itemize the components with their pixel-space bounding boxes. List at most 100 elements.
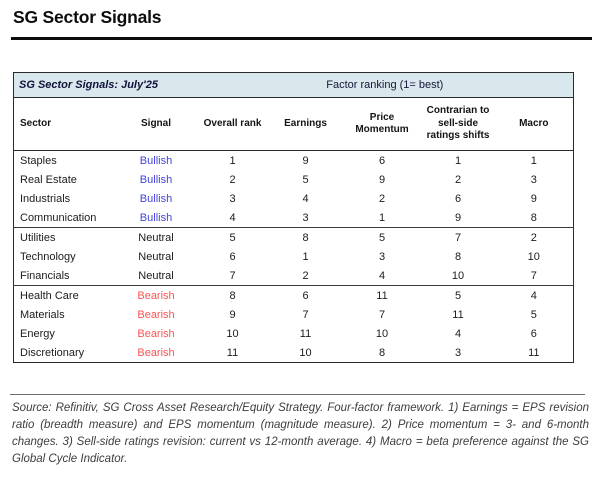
price-momentum-rank-value: 7 xyxy=(378,308,386,321)
page-title: SG Sector Signals xyxy=(13,7,162,27)
column-header-macro: Macro xyxy=(494,97,574,151)
contrarian-rank-value: 4 xyxy=(454,327,462,340)
signal-label: Bullish xyxy=(139,173,173,186)
contrarian-rank-value: 11 xyxy=(452,308,464,321)
contrarian-rank-value: 1 xyxy=(454,154,462,167)
column-header-signal: Signal xyxy=(115,97,197,151)
overall-rank-value: 3 xyxy=(229,192,236,205)
footnote-divider xyxy=(10,394,585,395)
table-row: Materials Bearish 9 7 7 11 5 xyxy=(14,305,574,324)
table-row: Energy Bearish 10 11 10 4 6 xyxy=(14,324,574,343)
macro-rank-value: 10 xyxy=(527,250,540,263)
earnings-rank-value: 8 xyxy=(302,231,309,244)
price-momentum-rank-value: 5 xyxy=(378,231,386,244)
signal-label: Bullish xyxy=(139,154,173,167)
price-momentum-rank-value: 4 xyxy=(342,266,422,286)
signal-label: Neutral xyxy=(138,250,174,263)
earnings-rank-value: 6 xyxy=(302,289,309,302)
factor-ranking-note: Factor ranking (1= best) xyxy=(196,72,574,98)
macro-rank-value: 8 xyxy=(494,208,574,228)
earnings-rank-value: 1 xyxy=(302,250,309,263)
macro-rank-value: 3 xyxy=(530,173,537,186)
column-header-overall-rank: Overall rank xyxy=(196,97,269,151)
source-footnote: Source: Refinitiv, SG Cross Asset Resear… xyxy=(12,402,589,465)
macro-rank-value: 2 xyxy=(530,231,537,244)
table-row: Utilities Neutral 5 8 5 7 2 xyxy=(14,228,574,248)
signal-label: Neutral xyxy=(138,231,174,244)
signal-label: Bullish xyxy=(139,192,173,205)
macro-rank-value: 6 xyxy=(530,327,537,340)
macro-rank-value: 9 xyxy=(530,192,537,205)
sector-name: Health Care xyxy=(20,289,79,302)
sector-name: Technology xyxy=(20,250,76,263)
price-momentum-rank-value: 1 xyxy=(342,208,422,228)
sector-signals-table: SG Sector Signals: July'25 Factor rankin… xyxy=(13,72,575,363)
table-row: Communication Bullish 4 3 1 9 8 xyxy=(13,208,574,228)
table-row: Financials Neutral 7 2 4 10 7 xyxy=(13,266,574,286)
macro-rank-value: 11 xyxy=(528,346,540,359)
sector-name: Financials xyxy=(13,266,116,286)
table-row: Staples Bullish 1 9 6 1 1 xyxy=(14,151,574,171)
signal-label: Bearish xyxy=(137,327,175,340)
overall-rank-value: 7 xyxy=(196,266,269,286)
earnings-rank-value: 7 xyxy=(302,308,309,321)
table-row: Real Estate Bullish 2 5 9 2 3 xyxy=(14,170,574,189)
column-header-sector: Sector xyxy=(13,97,116,151)
column-header-contrarian: Contrarian to sell-side ratings shifts xyxy=(421,97,495,151)
sector-name: Staples xyxy=(20,154,57,167)
overall-rank-value: 10 xyxy=(226,327,239,340)
title-divider xyxy=(11,37,592,40)
earnings-rank-value: 11 xyxy=(299,327,312,340)
earnings-rank-value: 4 xyxy=(302,192,309,205)
price-momentum-rank-value: 11 xyxy=(376,289,388,302)
sector-name: Communication xyxy=(13,208,116,228)
column-header-earnings: Earnings xyxy=(268,97,343,151)
sector-name: Materials xyxy=(20,308,65,321)
contrarian-rank-value: 10 xyxy=(421,266,495,286)
overall-rank-value: 6 xyxy=(229,250,236,263)
price-momentum-rank-value: 2 xyxy=(378,192,386,205)
price-momentum-rank-value: 10 xyxy=(375,327,389,340)
overall-rank-value: 9 xyxy=(229,308,236,321)
macro-rank-value: 5 xyxy=(530,308,537,321)
sector-name: Real Estate xyxy=(20,173,77,186)
table-row: Industrials Bullish 3 4 2 6 9 xyxy=(14,189,574,208)
signal-label: Neutral xyxy=(115,266,197,286)
signal-label: Bearish xyxy=(137,308,175,321)
overall-rank-value: 5 xyxy=(229,231,236,244)
sector-name: Industrials xyxy=(20,192,71,205)
macro-rank-value: 4 xyxy=(530,289,537,302)
contrarian-rank-value: 9 xyxy=(421,208,495,228)
table-caption-row: SG Sector Signals: July'25 Factor rankin… xyxy=(13,72,574,98)
contrarian-rank-value: 3 xyxy=(454,346,462,359)
macro-rank-value: 1 xyxy=(530,154,537,167)
contrarian-rank-value: 5 xyxy=(454,289,462,302)
sector-name: Discretionary xyxy=(20,346,85,359)
table-body: Staples Bullish 1 9 6 1 1 Real Estate Bullish 2 5 9… xyxy=(13,151,574,363)
column-header-row: Sector Signal Overall rank Earnings Pric… xyxy=(13,97,574,151)
earnings-rank-value: 9 xyxy=(302,154,309,167)
table-row: Discretionary Bearish 11 10 8 3 11 xyxy=(14,343,574,363)
table-row: Technology Neutral 6 1 3 8 10 xyxy=(14,247,574,266)
table-row: Health Care Bearish 8 6 11 5 4 xyxy=(14,286,574,306)
contrarian-rank-value: 2 xyxy=(454,173,462,186)
macro-rank-value: 7 xyxy=(494,266,574,286)
overall-rank-value: 4 xyxy=(196,208,269,228)
contrarian-rank-value: 7 xyxy=(454,231,462,244)
table-caption: SG Sector Signals: July'25 xyxy=(13,72,197,98)
earnings-rank-value: 3 xyxy=(268,208,343,228)
contrarian-rank-value: 8 xyxy=(454,250,462,263)
price-momentum-rank-value: 8 xyxy=(378,346,386,359)
overall-rank-value: 8 xyxy=(229,289,236,302)
overall-rank-value: 1 xyxy=(229,154,236,167)
earnings-rank-value: 10 xyxy=(299,346,312,359)
overall-rank-value: 11 xyxy=(226,346,239,359)
signal-label: Bearish xyxy=(137,289,175,302)
signal-label: Bullish xyxy=(115,208,197,228)
signal-label: Bearish xyxy=(137,346,175,359)
column-header-price-momentum: Price Momentum xyxy=(342,97,422,151)
sector-name: Energy xyxy=(20,327,55,340)
price-momentum-rank-value: 3 xyxy=(378,250,386,263)
sector-name: Utilities xyxy=(20,231,56,244)
